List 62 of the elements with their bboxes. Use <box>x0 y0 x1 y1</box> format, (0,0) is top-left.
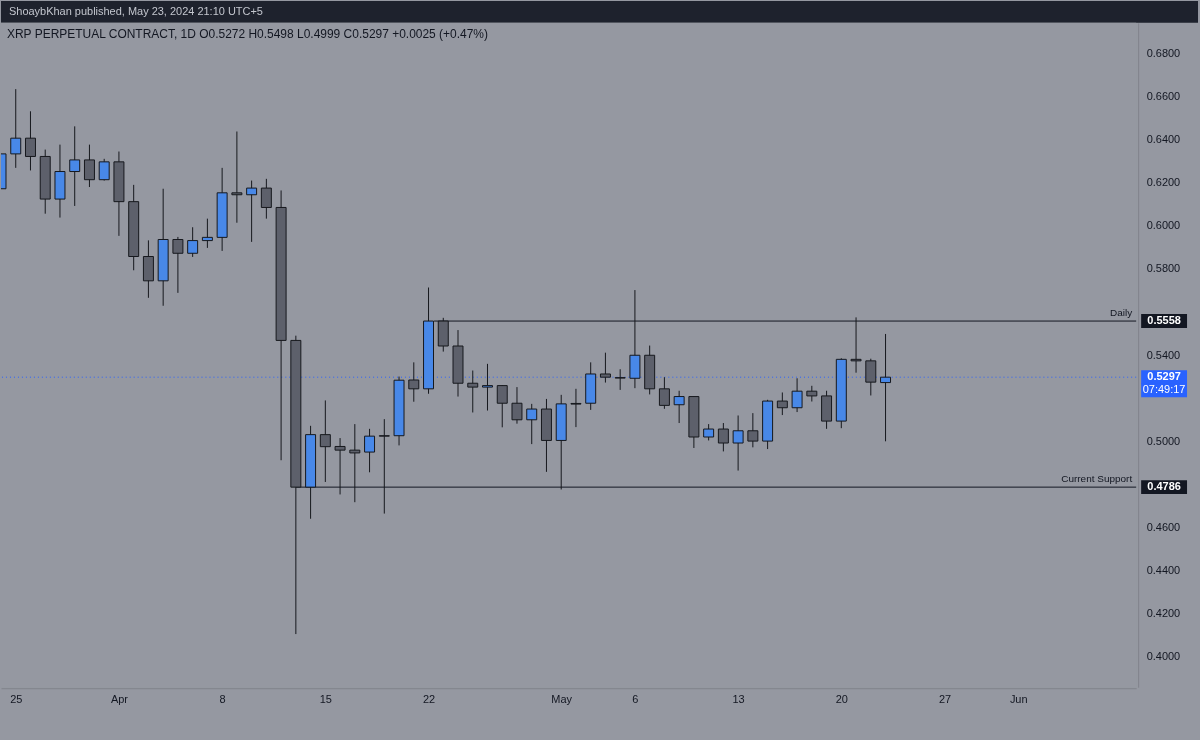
candlestick <box>83 144 95 188</box>
candlestick <box>319 399 331 483</box>
candlestick <box>172 236 184 294</box>
candlestick <box>408 361 420 403</box>
candlestick <box>467 370 479 413</box>
candlestick <box>187 226 199 258</box>
y-tick-label: 0.6600 <box>1146 90 1181 103</box>
candlestick <box>260 178 272 220</box>
candlestick <box>673 390 685 424</box>
x-tick-label: May <box>551 692 573 705</box>
y-tick-label: 0.5400 <box>1146 348 1181 361</box>
x-tick-label: 6 <box>632 692 639 705</box>
candlestick <box>776 391 788 416</box>
candlestick <box>526 403 538 445</box>
candlestick <box>231 131 243 224</box>
candlestick <box>865 358 877 396</box>
candlestick <box>658 376 670 410</box>
x-tick-label: 13 <box>732 692 745 705</box>
candlestick <box>511 386 523 425</box>
x-tick-label: Jun <box>1009 692 1028 705</box>
y-tick-label: 0.4000 <box>1146 649 1181 662</box>
y-tick-label: 0.6400 <box>1146 133 1181 146</box>
x-tick-label: 22 <box>422 692 436 705</box>
candlestick <box>570 388 582 428</box>
x-tick-label: Apr <box>110 692 129 705</box>
candlestick <box>246 180 258 243</box>
y-tick-label: 0.4200 <box>1146 606 1181 619</box>
y-tick-label: 0.6000 <box>1146 219 1181 232</box>
candlestick <box>24 110 36 171</box>
candlestick <box>614 368 626 391</box>
candlestick <box>482 363 493 412</box>
candlestick <box>496 384 508 428</box>
y-tick-label: 0.5800 <box>1146 262 1181 275</box>
text: 07:49:17 <box>1142 383 1186 396</box>
candlestick <box>364 428 376 473</box>
x-tick-label: 25 <box>10 692 23 705</box>
candlestick <box>69 125 81 207</box>
y-tick-label: 0.6800 <box>1146 47 1181 60</box>
y-tick-label: 0.5000 <box>1146 434 1181 447</box>
x-tick-label: 8 <box>219 692 226 705</box>
candlestick <box>791 377 803 413</box>
y-tick-label: 0.6200 <box>1146 176 1181 189</box>
data-label: 0.5558 <box>1147 314 1181 327</box>
candlestick <box>747 412 759 448</box>
series-label: Daily <box>1110 307 1133 319</box>
x-tick-label: 27 <box>938 692 952 705</box>
x-tick-label: 20 <box>835 692 848 705</box>
candlestick <box>10 88 22 169</box>
y-tick-label: 0.4400 <box>1146 563 1181 576</box>
ref-line-label: 0.5297 <box>1147 370 1181 383</box>
data-label: 0.4786 <box>1147 480 1181 493</box>
candlestick <box>201 218 213 249</box>
candlestick <box>599 352 611 384</box>
candlestick <box>880 333 892 442</box>
candlestick <box>98 158 110 182</box>
x-tick-label: 15 <box>319 692 332 705</box>
candlestick <box>717 422 729 452</box>
candlestick <box>732 414 744 472</box>
chart-title: ShoaybKhan published, May 23, 2024 21:10 UTC+5 <box>8 4 263 17</box>
chart-subtitle: XRP PERPETUAL CONTRACT, 1D O0.5272 H0.5498 L0.4999 C0.5297 +0.0025 (+0.47%) <box>6 26 489 41</box>
y-tick-label: 0.4600 <box>1146 520 1181 533</box>
series-label: Current Support <box>1061 473 1133 485</box>
